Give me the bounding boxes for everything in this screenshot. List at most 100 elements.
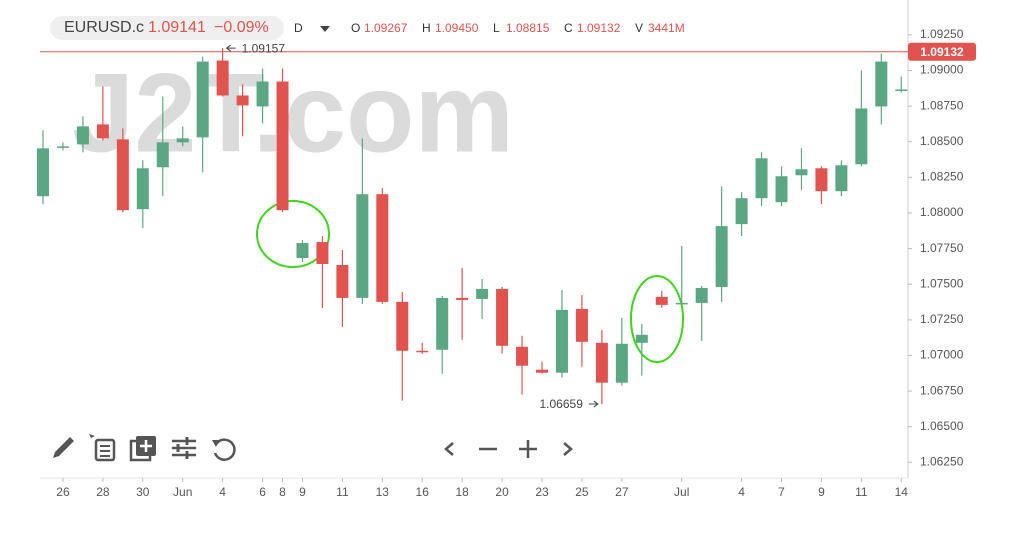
- x-tick-label: 9: [818, 485, 825, 499]
- y-tick-label: 1.06250: [920, 455, 964, 469]
- y-tick-label: 1.06750: [920, 383, 964, 397]
- x-tick-label: 16: [416, 485, 430, 499]
- x-tick-label: 27: [615, 485, 629, 499]
- scroll-right[interactable]: [563, 442, 573, 456]
- candle-body: [456, 297, 469, 300]
- x-tick-label: 28: [96, 485, 110, 499]
- ohlcv-value: 1.08815: [506, 21, 550, 35]
- price: 1.09141: [148, 19, 206, 36]
- candle-body: [136, 168, 149, 210]
- candle-body: [76, 126, 89, 145]
- low-marker-label: 1.06659: [539, 397, 583, 411]
- candle-body: [516, 346, 529, 366]
- x-tick-label: 18: [455, 485, 469, 499]
- candle-body: [436, 297, 449, 350]
- candle-body: [116, 139, 129, 211]
- x-tick-label: 4: [738, 485, 745, 499]
- toolbar: [53, 434, 573, 462]
- candle-body: [356, 194, 369, 298]
- candle-body: [396, 301, 409, 351]
- candle-body: [855, 108, 868, 165]
- x-tick-label: 26: [56, 485, 70, 499]
- candle-body: [176, 138, 189, 143]
- y-tick-label: 1.08500: [920, 134, 964, 148]
- ohlcv-key: V: [635, 21, 643, 35]
- y-tick-label: 1.08000: [920, 205, 964, 219]
- candle-body: [735, 198, 748, 225]
- y-tick-label: 1.07000: [920, 348, 964, 362]
- candle-body: [595, 342, 608, 383]
- candle-body: [815, 168, 828, 192]
- pencil-icon[interactable]: [53, 437, 74, 458]
- candle-body: [37, 148, 49, 197]
- timeframe[interactable]: D: [294, 21, 303, 35]
- candle-body: [476, 288, 489, 299]
- ohlcv-key: H: [422, 21, 431, 35]
- notes-icon[interactable]: [89, 434, 116, 462]
- candle-body: [715, 226, 728, 287]
- candle-body: [835, 165, 848, 192]
- x-tick-label: 8: [279, 485, 286, 499]
- candle-body: [675, 302, 688, 305]
- x-tick-label: 9: [299, 485, 306, 499]
- ohlcv-value: 1.09450: [435, 21, 479, 35]
- candle-body: [196, 61, 209, 138]
- y-tick-label: 1.08250: [920, 170, 964, 184]
- high-marker-label: 1.09157: [242, 41, 286, 55]
- candle-body: [575, 308, 588, 342]
- y-tick-label: 1.07750: [920, 241, 964, 255]
- last-price-box: [908, 42, 976, 61]
- candle-body: [316, 242, 329, 265]
- candle-body: [695, 287, 708, 303]
- symbol-pill[interactable]: [50, 16, 284, 40]
- add-indicator-icon[interactable]: [129, 436, 156, 462]
- highlight-circle: [256, 200, 330, 268]
- symbol: EURUSD.c: [64, 19, 144, 36]
- candle-body: [96, 124, 109, 139]
- candle-body: [755, 158, 768, 199]
- ohlcv-value: 1.09267: [364, 21, 408, 35]
- high-marker-arrow: [225, 44, 236, 52]
- x-tick-label: Jul: [674, 485, 689, 499]
- ohlcv-key: L: [493, 21, 500, 35]
- candle-body: [555, 309, 568, 373]
- ohlcv-value: 1.09132: [577, 21, 621, 35]
- dropdown-arrow[interactable]: [320, 26, 330, 32]
- candle-body: [536, 369, 548, 373]
- y-tick-label: 1.09000: [920, 63, 964, 77]
- candle-body: [156, 142, 169, 168]
- y-tick-label: 1.07500: [920, 276, 964, 290]
- watermark: J2T.com: [72, 51, 514, 176]
- candle-body: [655, 296, 668, 305]
- y-tick-label: 1.09250: [920, 27, 964, 41]
- ohlcv-key: O: [351, 21, 360, 35]
- ohlcv-key: C: [564, 21, 573, 35]
- y-tick-label: 1.07250: [920, 312, 964, 326]
- candle-body: [336, 265, 349, 298]
- change: −0.09%: [214, 19, 269, 36]
- x-tick-label: 6: [259, 485, 266, 499]
- candle-body: [795, 169, 808, 176]
- x-tick-label: Jun: [173, 485, 192, 499]
- x-tick-label: 11: [336, 485, 349, 499]
- candle-body: [875, 61, 888, 107]
- last-price-label: 1.09132: [920, 45, 964, 59]
- candle-body: [775, 176, 788, 203]
- zoom-in[interactable]: [519, 440, 537, 458]
- x-tick-label: 20: [495, 485, 509, 499]
- candle-body: [496, 288, 509, 346]
- reset-icon[interactable]: [212, 438, 236, 461]
- low-marker-arrow: [588, 400, 599, 408]
- candle-body: [416, 350, 429, 353]
- candle-body: [615, 343, 628, 383]
- highlight-circle: [630, 275, 684, 363]
- candle-body: [216, 60, 229, 96]
- x-tick-label: 23: [535, 485, 549, 499]
- candle-body: [236, 95, 249, 106]
- candle-body: [56, 146, 69, 148]
- scroll-left[interactable]: [444, 442, 454, 456]
- settings-icon[interactable]: [172, 437, 196, 459]
- y-tick-label: 1.06500: [920, 419, 964, 433]
